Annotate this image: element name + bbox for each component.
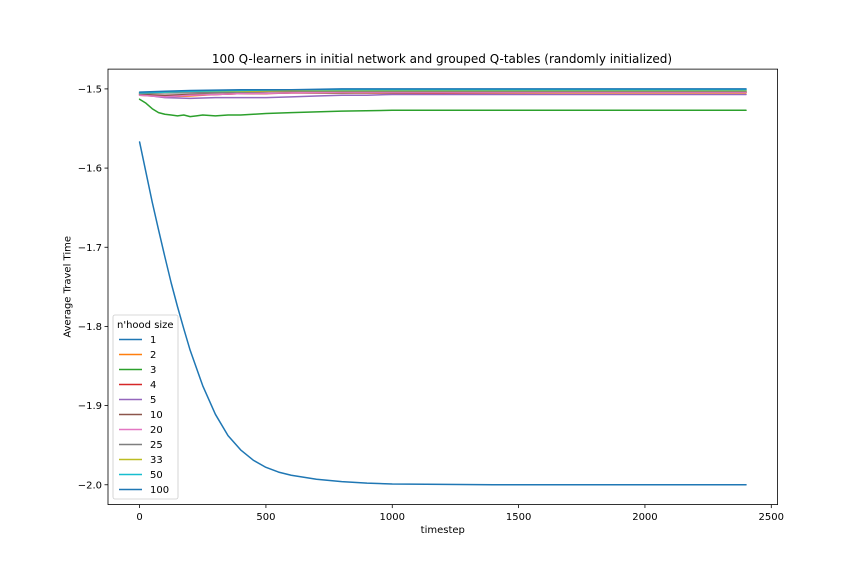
y-tick-label: −1.5 — [78, 84, 102, 95]
y-axis-label: Average Travel Time — [63, 236, 74, 338]
legend-label-2: 2 — [150, 350, 156, 361]
series-line-20 — [138, 91, 747, 98]
y-tick-label: −1.7 — [78, 243, 102, 254]
y-axis: −2.0 −1.9 −1.8 −1.7 −1.6 −1.5 — [78, 84, 108, 491]
series-layer — [138, 88, 747, 486]
x-axis-label: timestep — [421, 525, 465, 536]
y-tick-label: −2.0 — [78, 480, 102, 491]
legend-box — [112, 314, 179, 500]
x-tick-label: 0 — [136, 512, 142, 523]
x-tick-label: 2000 — [632, 512, 657, 523]
x-tick-label: 2500 — [759, 512, 784, 523]
legend-label-20: 20 — [150, 425, 163, 436]
x-tick-label: 500 — [256, 512, 275, 523]
series-line-1 — [138, 141, 747, 486]
legend-label-25: 25 — [150, 440, 163, 451]
x-tick-label: 1500 — [506, 512, 531, 523]
x-tick-label: 1000 — [380, 512, 405, 523]
series-line-5 — [138, 93, 747, 100]
series-line-25 — [138, 90, 747, 95]
x-axis: 0 500 1000 1500 2000 2500 — [136, 504, 784, 523]
chart-title: 100 Q-learners in initial network and gr… — [212, 52, 672, 66]
y-tick-label: −1.8 — [78, 322, 102, 333]
legend-label-33: 33 — [150, 455, 163, 466]
legend-label-5: 5 — [150, 395, 156, 406]
plot-frame — [107, 68, 778, 505]
y-tick-label: −1.9 — [78, 401, 102, 412]
legend-label-100: 100 — [150, 485, 169, 496]
legend-title: n'hood size — [117, 320, 174, 331]
legend: n'hood size 1 2 3 4 5 10 20 25 33 50 100 — [112, 314, 179, 500]
legend-label-3: 3 — [150, 365, 156, 376]
series-line-100 — [138, 88, 747, 93]
legend-label-10: 10 — [150, 410, 163, 421]
legend-label-4: 4 — [150, 380, 156, 391]
series-line-3 — [138, 98, 747, 118]
y-tick-label: −1.6 — [78, 164, 102, 175]
legend-label-1: 1 — [150, 335, 156, 346]
legend-items: 1 2 3 4 5 10 20 25 33 50 100 — [119, 335, 169, 496]
legend-label-50: 50 — [150, 470, 163, 481]
